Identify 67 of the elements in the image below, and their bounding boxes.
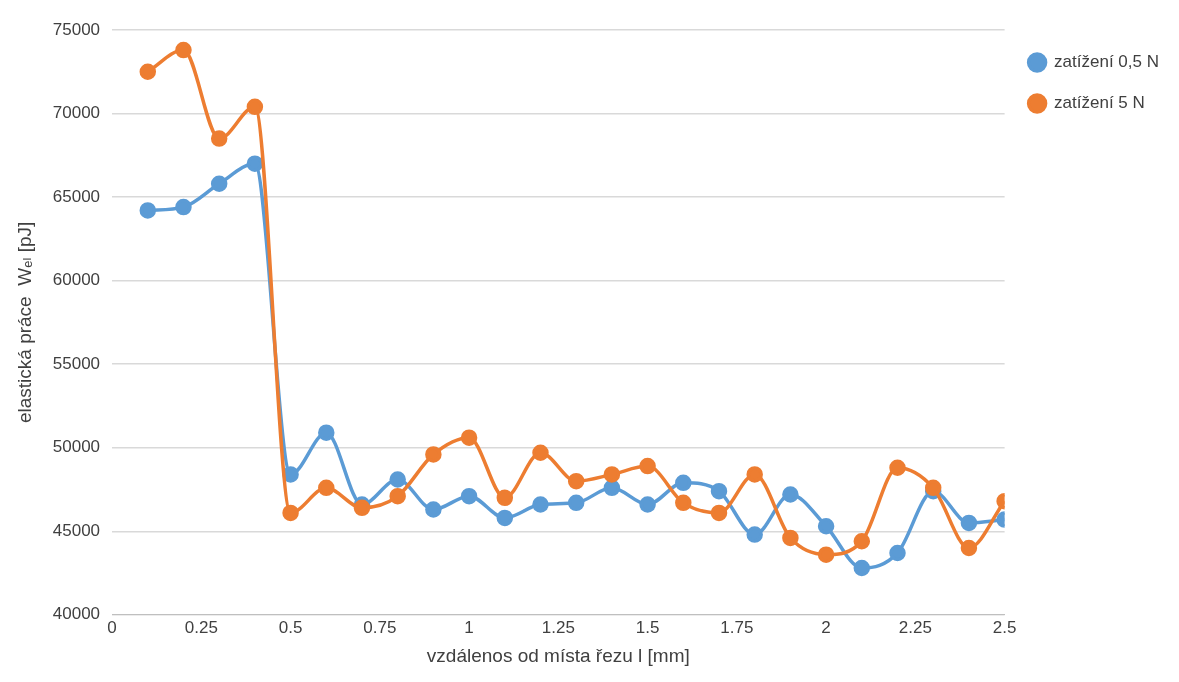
point [318, 424, 335, 441]
y-tick-label: 65000 [52, 186, 101, 206]
y-tick-label: 70000 [52, 103, 101, 123]
point [603, 479, 621, 497]
y-tick-label: 75000 [52, 19, 101, 39]
point [782, 486, 799, 503]
point [710, 504, 728, 522]
y-tick-label: 40000 [52, 604, 101, 624]
point [282, 504, 299, 522]
point [460, 429, 478, 446]
x-tick-label: 0.5 [278, 617, 303, 637]
point [353, 499, 371, 517]
x-axis-title: vzdálenos od místa řezu l [mm] [426, 644, 690, 666]
point [853, 559, 871, 577]
point [675, 494, 692, 512]
x-tick-label: 0.75 [363, 617, 397, 637]
point [675, 474, 692, 492]
legend-label: zatížení 0,5 N [1054, 52, 1159, 72]
point [746, 526, 763, 543]
point [496, 509, 514, 527]
point [532, 444, 549, 461]
point [139, 202, 157, 219]
y-tick-label: 55000 [52, 353, 101, 373]
point [782, 529, 799, 547]
point [960, 539, 978, 557]
point [389, 471, 406, 488]
point [639, 457, 656, 475]
point [567, 472, 585, 490]
x-tick-label: 2.5 [992, 617, 1017, 637]
x-tick-label: 0.25 [184, 617, 218, 637]
point [425, 501, 442, 518]
point [567, 494, 585, 512]
x-tick-label: 1 [464, 617, 474, 637]
point [496, 489, 514, 507]
point [817, 518, 835, 535]
x-tick-label: 1.5 [635, 617, 660, 637]
point [889, 459, 906, 477]
point [603, 466, 621, 483]
y-axis-title: elastická práce Wₑₗ [pJ] [13, 221, 35, 424]
x-tick-label: 1.25 [541, 617, 575, 637]
point [817, 546, 835, 563]
point [175, 198, 192, 216]
point [139, 63, 157, 81]
point [246, 98, 264, 116]
legend-label: zatížení 5 N [1054, 93, 1145, 113]
point [889, 544, 906, 562]
point [960, 514, 978, 532]
point [853, 533, 871, 550]
point [710, 482, 728, 500]
x-tick-label: 1.75 [720, 617, 754, 637]
point [532, 496, 549, 513]
point [460, 487, 478, 505]
point [210, 130, 228, 147]
point [210, 175, 228, 192]
x-tick-label: 2.25 [898, 617, 932, 637]
point [639, 496, 656, 513]
point [318, 479, 335, 497]
point [389, 487, 406, 505]
y-tick-label: 50000 [52, 437, 101, 457]
point [246, 155, 264, 172]
point [425, 446, 442, 463]
x-tick-label: 0 [107, 617, 117, 637]
x-tick-label: 2 [821, 617, 831, 637]
y-tick-label: 60000 [52, 270, 101, 290]
y-tick-label: 45000 [52, 520, 101, 540]
point [746, 466, 763, 483]
point [175, 41, 192, 59]
